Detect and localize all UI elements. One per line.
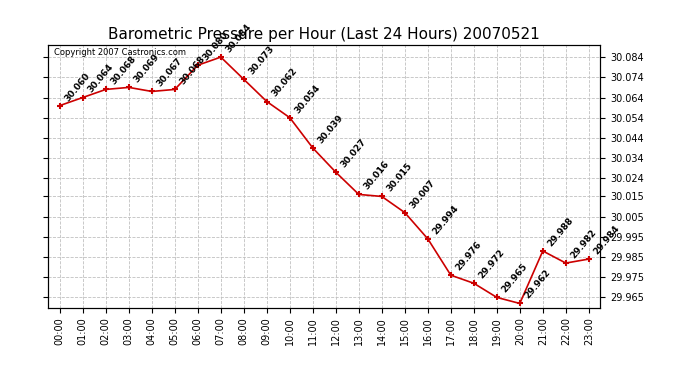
Text: 30.007: 30.007 xyxy=(408,178,437,210)
Text: 29.976: 29.976 xyxy=(453,240,483,272)
Text: 30.069: 30.069 xyxy=(132,53,161,85)
Text: 29.988: 29.988 xyxy=(546,216,575,248)
Text: Copyright 2007 Castronics.com: Copyright 2007 Castronics.com xyxy=(54,48,186,57)
Text: 29.962: 29.962 xyxy=(522,268,552,301)
Text: 30.027: 30.027 xyxy=(339,137,368,170)
Text: 30.064: 30.064 xyxy=(86,63,115,95)
Text: 30.062: 30.062 xyxy=(270,67,299,99)
Title: Barometric Pressure per Hour (Last 24 Hours) 20070521: Barometric Pressure per Hour (Last 24 Ho… xyxy=(108,27,540,42)
Text: 30.073: 30.073 xyxy=(246,44,275,76)
Text: 29.972: 29.972 xyxy=(477,248,506,280)
Text: 29.984: 29.984 xyxy=(591,224,621,256)
Text: 30.067: 30.067 xyxy=(155,57,184,88)
Text: 30.068: 30.068 xyxy=(177,54,206,87)
Text: 30.068: 30.068 xyxy=(108,54,137,87)
Text: 30.084: 30.084 xyxy=(224,22,253,54)
Text: 30.054: 30.054 xyxy=(293,83,322,115)
Text: 30.060: 30.060 xyxy=(63,71,92,103)
Text: 30.080: 30.080 xyxy=(201,30,230,62)
Text: 29.994: 29.994 xyxy=(431,203,460,236)
Text: 29.982: 29.982 xyxy=(569,228,598,260)
Text: 30.039: 30.039 xyxy=(315,113,344,145)
Text: 30.015: 30.015 xyxy=(384,162,413,194)
Text: 29.965: 29.965 xyxy=(500,262,529,295)
Text: 30.016: 30.016 xyxy=(362,159,391,192)
